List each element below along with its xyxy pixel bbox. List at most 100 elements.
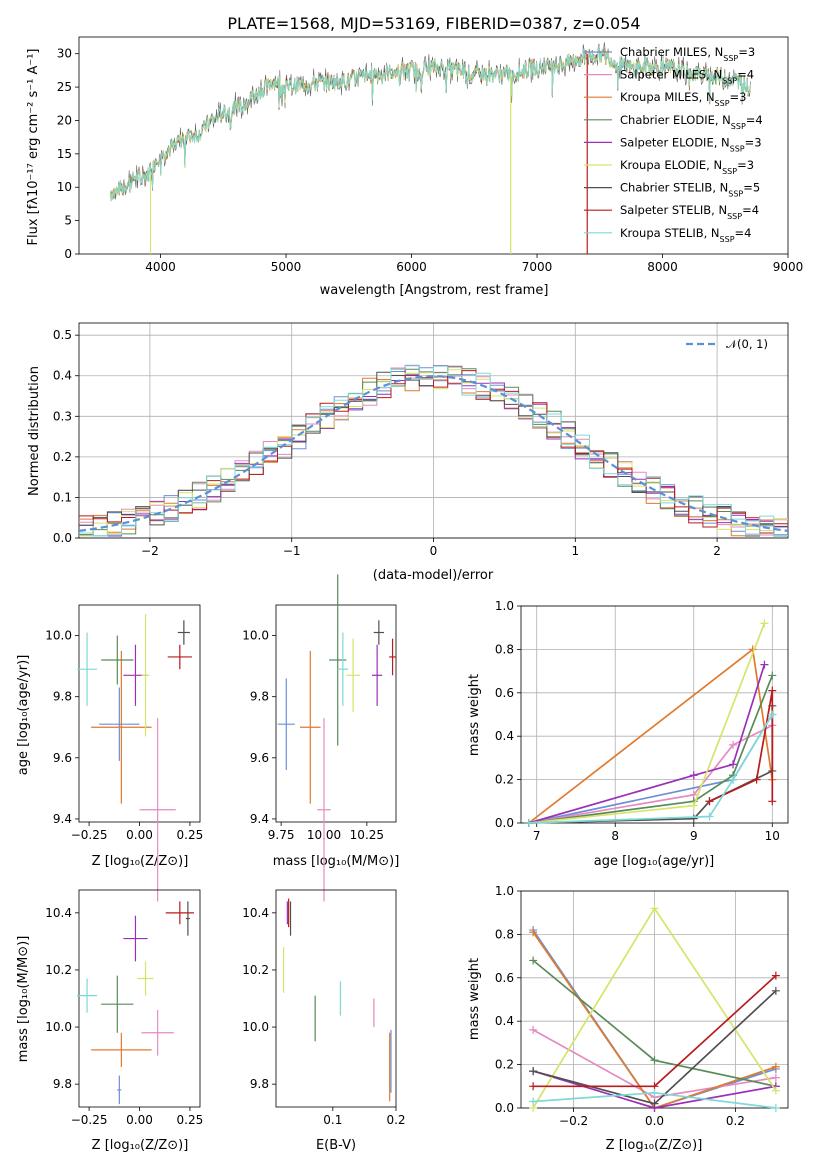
weight-line <box>709 690 774 803</box>
spectrum-line <box>110 45 751 201</box>
y-tick-label: 9.8 <box>250 690 269 704</box>
weight-marker <box>529 1067 538 1076</box>
wage-xlabel: age [log₁₀(age/yr)] <box>594 854 715 869</box>
weight-marker <box>768 710 777 719</box>
x-tick-label: −0.25 <box>71 1113 108 1127</box>
spectrum-xlabel: wavelength [Angstrom, rest frame] <box>320 283 549 298</box>
weight-marker <box>771 1073 780 1082</box>
axes-frame <box>78 604 201 823</box>
x-tick-label: 0.1 <box>323 1113 342 1127</box>
weight-marker <box>529 1025 538 1034</box>
y-tick-label: 1.0 <box>495 599 514 613</box>
legend-label: Chabrier ELODIE, NSSP=4 <box>620 113 763 131</box>
y-tick-label: 0.0 <box>53 531 72 545</box>
x-tick-label: −0.25 <box>71 828 108 842</box>
weight-marker <box>689 814 698 823</box>
x-tick-label: 6000 <box>396 260 427 274</box>
y-tick-label: 9.4 <box>53 812 72 826</box>
weight-marker <box>705 812 714 821</box>
x-tick-label: −0.2 <box>559 1114 588 1128</box>
y-tick-label: 9.8 <box>53 1077 72 1091</box>
spectrum-title: PLATE=1568, MJD=53169, FIBERID=0387, z=0… <box>227 14 640 33</box>
y-tick-label: 10.0 <box>45 1020 72 1034</box>
legend-label: Salpeter MILES, NSSP=4 <box>620 68 754 86</box>
wZ-xlabel: Z [log₁₀(Z/Z⊙)] <box>606 1138 703 1153</box>
weight-marker <box>760 619 769 628</box>
ageZ-ylabel: age [log₁₀(age/yr)] <box>16 655 31 776</box>
y-tick-label: 0.2 <box>495 1058 514 1072</box>
y-tick-label: 9.8 <box>53 690 72 704</box>
massZ-ylabel: mass [log₁₀(M/M⊙)] <box>16 936 31 1063</box>
x-tick-label: 8000 <box>647 260 678 274</box>
massE-xlabel: E(B-V) <box>316 1138 356 1153</box>
y-tick-label: 0.2 <box>53 450 72 464</box>
y-tick-label: 0.3 <box>53 409 72 423</box>
y-tick-label: 10.0 <box>242 1020 269 1034</box>
x-tick-label: 9 <box>690 829 698 843</box>
y-tick-label: 5 <box>64 214 72 228</box>
weight-marker <box>650 1099 659 1108</box>
y-tick-label: 9.6 <box>53 751 72 765</box>
y-tick-label: 9.4 <box>250 812 269 826</box>
x-tick-label: −1 <box>283 544 301 558</box>
y-tick-label: 10.0 <box>45 629 72 643</box>
y-tick-label: 0.4 <box>495 1014 514 1028</box>
axes-frame <box>275 604 397 823</box>
y-tick-label: 0.0 <box>495 816 514 830</box>
x-tick-label: 7 <box>533 829 541 843</box>
weight-marker <box>689 801 698 810</box>
weight-marker <box>752 775 761 784</box>
axes-frame <box>520 605 789 824</box>
y-tick-label: 10.4 <box>242 906 269 920</box>
weight-marker <box>768 686 777 695</box>
massZ-xlabel: Z [log₁₀(Z/Z⊙)] <box>92 1138 189 1153</box>
y-tick-label: 0.2 <box>495 773 514 787</box>
weight-marker <box>771 986 780 995</box>
histogram-step <box>79 370 788 534</box>
weight-marker <box>729 760 738 769</box>
legend-label: Kroupa STELIB, NSSP=4 <box>620 226 751 244</box>
weight-marker <box>529 928 538 937</box>
x-tick-label: 0.00 <box>126 828 153 842</box>
y-tick-label: 20 <box>57 113 72 127</box>
x-tick-label: 2 <box>713 544 721 558</box>
weight-marker <box>689 771 698 780</box>
y-tick-label: 0.6 <box>495 971 514 985</box>
y-tick-label: 0.1 <box>53 490 72 504</box>
legend-label: Salpeter ELODIE, NSSP=3 <box>620 135 762 153</box>
weight-marker <box>650 904 659 913</box>
weight-line <box>528 675 774 824</box>
weight-marker <box>524 819 533 827</box>
legend-label: 𝒩(0, 1) <box>726 337 768 351</box>
legend-label: Chabrier STELIB, NSSP=5 <box>620 181 760 199</box>
axes-frame <box>78 322 789 539</box>
spectrum-ylabel: Flux [fλ10⁻¹⁷ erg cm⁻² s⁻¹ A⁻¹] <box>26 49 41 246</box>
weight-marker <box>771 1104 780 1112</box>
y-tick-label: 10 <box>57 180 72 194</box>
x-tick-label: 10.25 <box>350 828 384 842</box>
x-tick-label: 9.75 <box>268 828 295 842</box>
weight-marker <box>729 740 738 749</box>
y-tick-label: 30 <box>57 47 72 61</box>
y-tick-label: 0 <box>64 247 72 261</box>
x-tick-label: 9000 <box>773 260 804 274</box>
y-tick-label: 10.2 <box>45 963 72 977</box>
ageZ-xlabel: Z [log₁₀(Z/Z⊙)] <box>92 854 189 869</box>
y-tick-label: 25 <box>57 80 72 94</box>
x-tick-label: 5000 <box>271 260 302 274</box>
x-tick-label: 0 <box>430 544 438 558</box>
y-tick-label: 0.6 <box>495 686 514 700</box>
y-tick-label: 10.4 <box>45 906 72 920</box>
wZ-ylabel: mass weight <box>467 958 482 1040</box>
x-tick-label: 7000 <box>522 260 553 274</box>
x-tick-label: 0.00 <box>126 1113 153 1127</box>
weight-marker <box>650 1056 659 1065</box>
y-tick-label: 9.8 <box>250 1077 269 1091</box>
weight-marker <box>771 1086 780 1095</box>
y-tick-label: 0.0 <box>495 1101 514 1115</box>
weight-marker <box>529 956 538 965</box>
y-tick-label: 1.0 <box>495 884 514 898</box>
weight-marker <box>529 1082 538 1091</box>
x-tick-label: 0.2 <box>386 1113 405 1127</box>
axes-frame <box>275 889 397 1108</box>
